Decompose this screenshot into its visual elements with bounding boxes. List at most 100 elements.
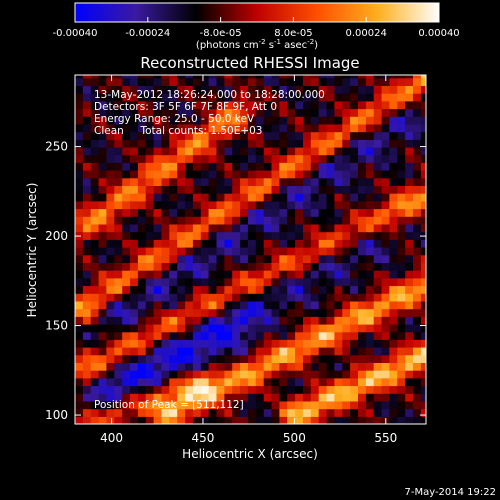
heatmap-cell bbox=[326, 416, 336, 424]
heatmap-cell bbox=[373, 331, 383, 340]
heatmap-cell bbox=[420, 208, 426, 217]
heatmap-cell bbox=[177, 208, 186, 217]
heatmap-cell bbox=[271, 116, 280, 125]
heatmap-cell bbox=[153, 339, 163, 348]
heatmap-cell bbox=[255, 85, 265, 94]
heatmap-cell bbox=[232, 331, 241, 340]
heatmap-cell bbox=[295, 331, 304, 340]
heatmap-cell bbox=[75, 347, 84, 356]
heatmap-cell bbox=[114, 393, 123, 402]
heatmap-cell bbox=[255, 385, 265, 394]
heatmap-cell bbox=[318, 177, 328, 186]
heatmap-cell bbox=[295, 177, 304, 186]
heatmap-cell bbox=[413, 254, 422, 263]
heatmap-cell bbox=[303, 370, 312, 379]
heatmap-cell bbox=[358, 170, 367, 179]
heatmap-cell bbox=[373, 239, 383, 248]
heatmap-cell bbox=[295, 262, 304, 271]
heatmap-cell bbox=[224, 354, 233, 363]
heatmap-cell bbox=[82, 208, 92, 217]
heatmap-cell bbox=[389, 285, 398, 294]
heatmap-cell bbox=[208, 154, 218, 163]
heatmap-cell bbox=[334, 177, 343, 186]
heatmap-cell bbox=[413, 339, 422, 348]
heatmap-cell bbox=[303, 362, 312, 371]
heatmap-cell bbox=[208, 131, 218, 140]
heatmap-cell bbox=[153, 185, 163, 194]
heatmap-cell bbox=[303, 131, 312, 140]
heatmap-cell bbox=[169, 347, 178, 356]
heatmap-cell bbox=[263, 193, 273, 202]
heatmap-cell bbox=[389, 262, 398, 271]
heatmap-cell bbox=[350, 254, 359, 263]
heatmap-cell bbox=[224, 116, 233, 125]
heatmap-cell bbox=[208, 285, 218, 294]
heatmap-cell bbox=[413, 347, 422, 356]
heatmap-cell bbox=[271, 75, 280, 79]
heatmap-cell bbox=[114, 146, 123, 156]
heatmap-cell bbox=[185, 347, 194, 356]
heatmap-cell bbox=[200, 270, 210, 279]
heatmap-cell bbox=[114, 277, 123, 287]
heatmap-cell bbox=[342, 116, 351, 125]
heatmap-cell bbox=[153, 308, 163, 317]
heatmap-cell bbox=[75, 354, 84, 363]
heatmap-cell bbox=[200, 123, 210, 133]
heatmap-cell bbox=[161, 123, 170, 133]
heatmap-cell bbox=[161, 377, 170, 387]
heatmap-cell bbox=[334, 208, 343, 217]
heatmap-cell bbox=[185, 293, 194, 302]
heatmap-cell bbox=[82, 362, 92, 371]
heatmap-cell bbox=[381, 123, 391, 133]
heatmap-cell bbox=[405, 139, 414, 148]
heatmap-cell bbox=[420, 370, 426, 379]
heatmap-cell bbox=[130, 385, 139, 394]
heatmap-cell bbox=[232, 324, 241, 333]
heatmap-cell bbox=[114, 316, 123, 325]
heatmap-cell bbox=[232, 193, 241, 202]
heatmap-cell bbox=[342, 185, 351, 194]
heatmap-cell bbox=[271, 293, 280, 302]
heatmap-cell bbox=[98, 123, 108, 133]
heatmap-cell bbox=[373, 400, 383, 410]
heatmap-cell bbox=[216, 270, 225, 279]
heatmap-cell bbox=[208, 339, 218, 348]
heatmap-cell bbox=[216, 185, 225, 194]
heatmap-cell bbox=[177, 270, 186, 279]
heatmap-cell bbox=[98, 231, 108, 240]
heatmap-cell bbox=[161, 231, 170, 240]
heatmap-cell bbox=[303, 116, 312, 125]
heatmap-cell bbox=[90, 200, 100, 210]
heatmap-cell bbox=[303, 316, 312, 325]
heatmap-cell bbox=[326, 216, 336, 225]
heatmap-cell bbox=[287, 400, 296, 410]
heatmap-cell bbox=[192, 316, 202, 325]
heatmap-cell bbox=[334, 277, 343, 287]
heatmap-cell bbox=[342, 377, 351, 387]
heatmap-cell bbox=[334, 77, 343, 86]
heatmap-cell bbox=[334, 316, 343, 325]
heatmap-cell bbox=[373, 277, 383, 287]
heatmap-cell bbox=[185, 170, 194, 179]
heatmap-cell bbox=[169, 400, 178, 410]
heatmap-cell bbox=[114, 400, 123, 410]
heatmap-cell bbox=[413, 370, 422, 379]
heatmap-cell bbox=[240, 193, 249, 202]
heatmap-cell bbox=[334, 231, 343, 240]
heatmap-cell bbox=[397, 239, 406, 248]
heatmap-cell bbox=[153, 223, 163, 233]
x-tick-label: 500 bbox=[283, 431, 306, 445]
heatmap-cell bbox=[106, 162, 115, 171]
heatmap-cell bbox=[240, 185, 249, 194]
heatmap-cell bbox=[122, 331, 131, 340]
heatmap-cell bbox=[413, 193, 422, 202]
heatmap-cell bbox=[373, 223, 383, 233]
heatmap-cell bbox=[90, 300, 100, 310]
heatmap-cell bbox=[263, 254, 273, 263]
heatmap-cell bbox=[358, 308, 367, 317]
heatmap-cell bbox=[114, 131, 123, 140]
heatmap-cell bbox=[381, 231, 391, 240]
heatmap-cell bbox=[153, 77, 163, 86]
heatmap-cell bbox=[287, 377, 296, 387]
heatmap-cell bbox=[255, 123, 265, 133]
